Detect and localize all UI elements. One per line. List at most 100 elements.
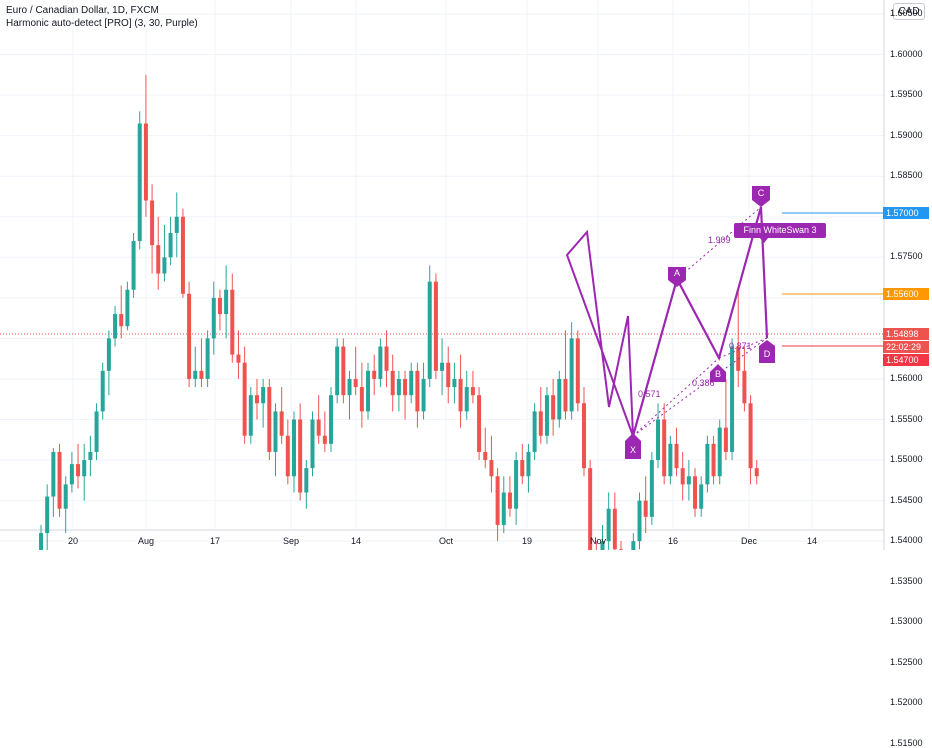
candle-body [359, 387, 364, 412]
candle-body [322, 435, 327, 444]
pattern-label-a: A [673, 268, 680, 278]
candle-body [150, 200, 155, 246]
price-tick-label: 1.54500 [890, 494, 923, 505]
price-tick-label: 1.59500 [890, 89, 923, 100]
candle-body [403, 378, 408, 396]
candle-body [452, 378, 457, 388]
ratio-label: 1.909 [708, 235, 731, 245]
pattern-name-label[interactable]: Finn WhiteSwan 3 [743, 225, 817, 235]
candle-body [94, 411, 99, 452]
candle-body [88, 451, 93, 461]
price-tick-label: 1.60000 [890, 48, 923, 59]
pattern-dotted-ac [676, 206, 762, 280]
orange-price-label: 1.55600 [883, 288, 929, 300]
candle-body [366, 370, 371, 412]
candle-body [730, 346, 735, 452]
ratio-label: 0.386 [692, 378, 715, 388]
candle-body [754, 468, 759, 477]
pattern-label-x: X [629, 445, 636, 455]
candle-body [310, 419, 315, 469]
time-tick-label: Aug [137, 536, 155, 546]
candle-body [440, 362, 445, 371]
pattern-point-x-icon [625, 433, 641, 459]
candle-body [612, 508, 617, 550]
horizontal-price-lines [0, 212, 884, 347]
candle-body [390, 370, 395, 396]
candle-body [285, 435, 290, 477]
candle-body [693, 476, 698, 509]
candle-body [600, 541, 605, 550]
candle-body [199, 370, 204, 379]
symbol-title[interactable]: Euro / Canadian Dollar, 1D, FXCM [6, 5, 159, 16]
candle-body [174, 216, 179, 233]
candle-body [631, 541, 636, 550]
candle-body [581, 403, 586, 469]
price-tick-label: 1.59000 [890, 129, 923, 140]
candle-body [575, 338, 580, 404]
currency-badge[interactable]: CAD [893, 3, 925, 20]
chart-grid [0, 0, 885, 550]
candle-body [384, 346, 389, 371]
ratio-label: 0.871 [729, 341, 752, 351]
pattern-point-a-icon [668, 267, 686, 287]
candle-body [57, 451, 62, 509]
candle-body [680, 468, 685, 485]
pattern-point-b-icon [710, 364, 726, 382]
pattern-triangle-left [565, 229, 634, 437]
time-tick-label: Nov [589, 536, 607, 546]
candle-body [705, 443, 710, 485]
candle-body [483, 451, 488, 461]
time-tick-label: 14 [806, 536, 818, 546]
blue-price-label: 1.57000 [883, 207, 929, 219]
candle-body [106, 338, 111, 371]
candle-body [421, 378, 426, 412]
time-tick-label: 19 [521, 536, 533, 546]
candle-body [723, 427, 728, 452]
time-tick-label: Sep [282, 536, 300, 546]
pattern-point-d-icon [759, 340, 775, 363]
time-tick-label: 16 [667, 536, 679, 546]
candle-body [433, 281, 438, 371]
candle-body [316, 419, 321, 436]
candle-body [538, 411, 543, 436]
candle-body [557, 378, 562, 420]
indicator-title[interactable]: Harmonic auto-detect [PRO] (3, 30, Purpl… [6, 18, 198, 29]
candle-body [291, 419, 296, 477]
candle-body [489, 460, 494, 477]
candle-body [514, 460, 519, 509]
candle-body [211, 297, 216, 339]
candle-body [125, 289, 130, 327]
candle-body [236, 354, 241, 363]
candle-body [446, 362, 451, 388]
candle-body [137, 123, 142, 242]
candle-body [187, 293, 192, 379]
candle-body [563, 378, 568, 412]
candle-body [168, 232, 173, 258]
chart-canvas[interactable] [0, 0, 932, 550]
pattern-label-c: C [757, 188, 765, 198]
candle-body [304, 468, 309, 493]
candle-body [668, 443, 673, 477]
candle-body [205, 338, 210, 379]
price-tick-label: 1.57500 [890, 251, 923, 262]
price-tick-label: 1.56000 [890, 372, 923, 383]
time-tick-label: Oct [438, 536, 454, 546]
pattern-label-d: D [763, 349, 771, 359]
candle-body [686, 476, 691, 485]
pattern-name-bg [734, 223, 826, 238]
pattern-dotted-xb [632, 357, 720, 437]
candle-body [699, 484, 704, 509]
price-tick-label: 1.52000 [890, 697, 923, 708]
candle-body [51, 451, 56, 497]
candle-body [495, 476, 500, 525]
candle-body [162, 257, 167, 274]
candle-body [711, 443, 716, 477]
candle-body [427, 281, 432, 379]
candle-body [748, 403, 753, 469]
candle-body [242, 362, 247, 436]
candle-body [230, 289, 235, 355]
time-tick-label: 14 [350, 536, 362, 546]
candle-body [119, 314, 124, 327]
price-tick-label: 1.53500 [890, 575, 923, 586]
